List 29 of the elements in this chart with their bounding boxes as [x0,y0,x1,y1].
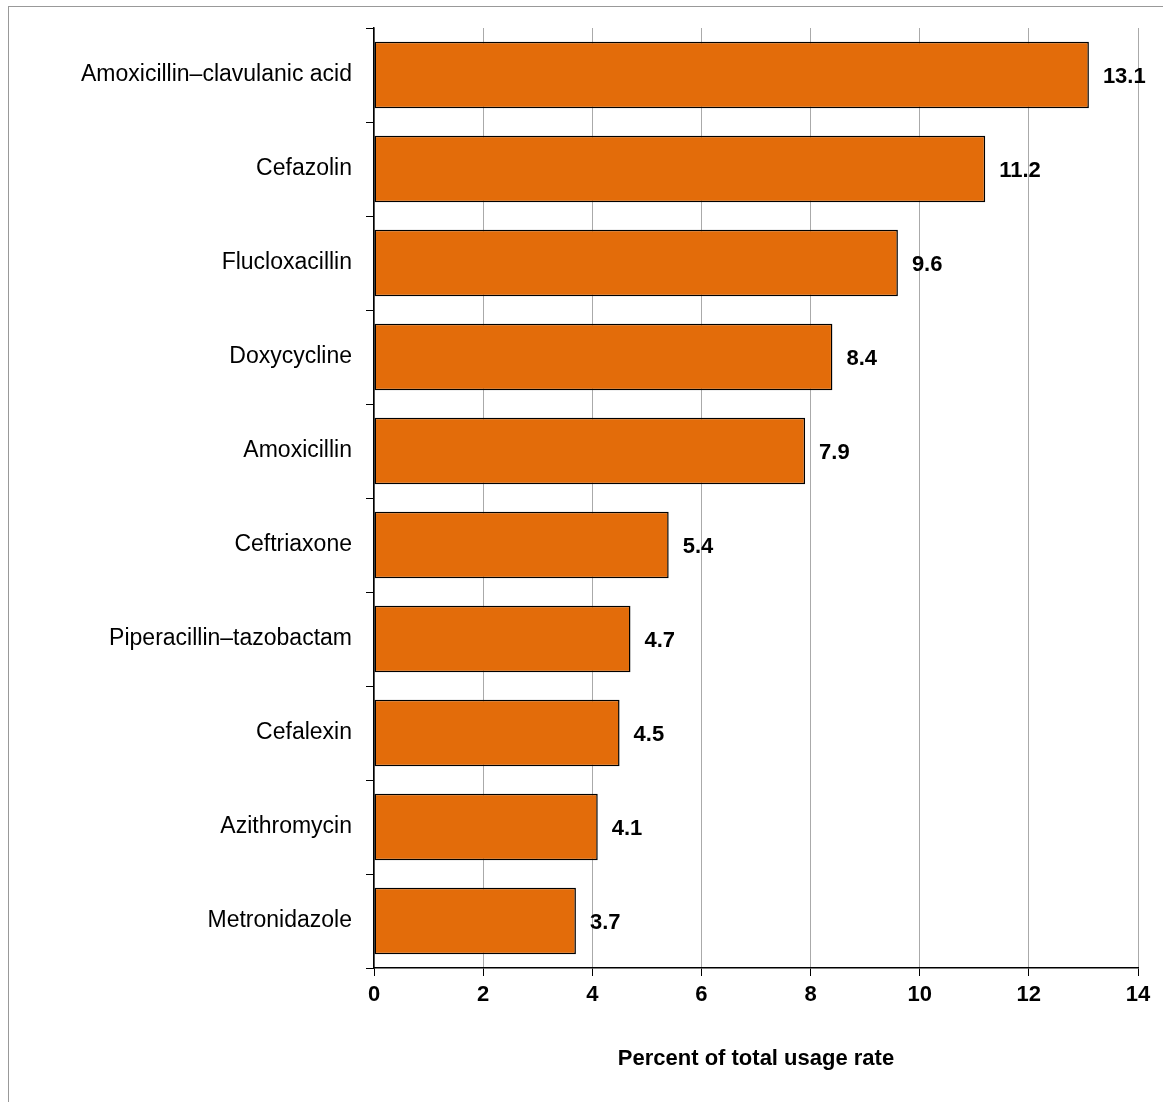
x-tick-label: 4 [586,981,600,1007]
data-label: 11.2 [999,157,1041,183]
data-label: 3.7 [589,909,621,935]
y-tick-label: Piperacillin–tazobactam [109,624,352,651]
data-label: 4.1 [611,815,643,841]
data-label: 7.9 [819,439,850,465]
data-label: 4.5 [633,721,665,747]
y-tick-label: Metronidazole [207,906,352,933]
x-tick-label: 12 [1016,981,1042,1007]
x-tick-label: 8 [804,981,817,1007]
y-tick-label: Cefalexin [256,718,352,745]
x-tick-label: 6 [695,981,708,1007]
y-tick-label: Ceftriaxone [234,530,352,557]
y-tick-label: Azithromycin [220,812,352,839]
data-label: 5.4 [682,533,715,559]
y-tick-label: Doxycycline [229,342,352,369]
y-tick-label: Flucloxacillin [221,248,352,275]
x-axis-title: Percent of total usage rate [617,1044,895,1070]
data-label: 8.4 [846,345,878,371]
data-label: 9.6 [911,251,943,277]
x-tick-label: 0 [367,981,381,1007]
y-tick-label: Amoxicillin [243,436,352,463]
y-tick-label: Cefazolin [256,154,352,181]
x-tick-label: 2 [477,981,490,1007]
y-tick-label: Amoxicillin–clavulanic acid [80,60,352,87]
x-tick-label: 14 [1125,981,1151,1007]
data-label: 13.1 [1102,63,1146,89]
data-label: 4.7 [644,627,676,653]
x-tick-label: 10 [907,981,932,1007]
